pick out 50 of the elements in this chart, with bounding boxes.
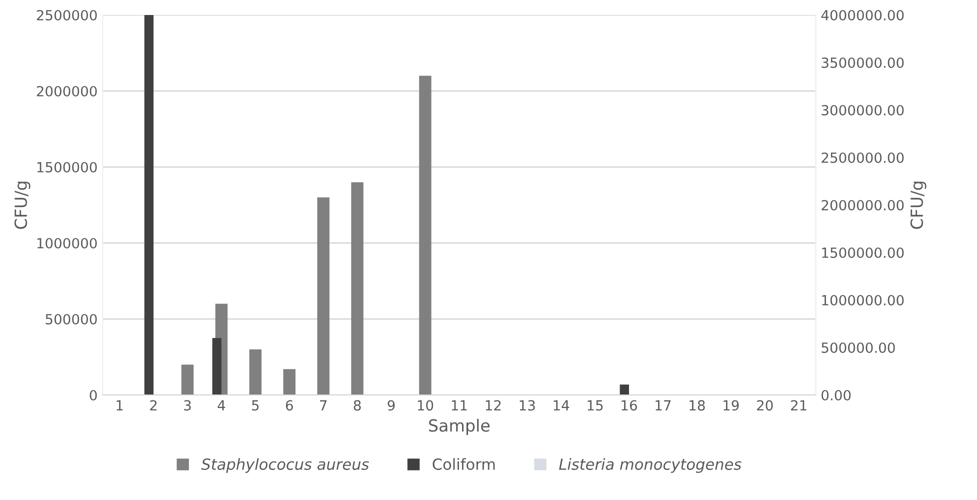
bar [181, 364, 194, 395]
x-tick-label: 11 [452, 400, 467, 410]
legend-label: Coliform [432, 458, 495, 470]
bar [144, 15, 154, 395]
y-tick-label: 2000000 [36, 86, 97, 96]
y2-tick-label: 1500000.00 [822, 247, 904, 258]
x-tick-label: 18 [690, 400, 705, 411]
y2-tick-label: 0.00 [822, 390, 851, 400]
x-tick-label: 2 [150, 400, 157, 410]
x-tick-label: 14 [554, 400, 570, 410]
x-tick-label: 10 [418, 400, 434, 411]
x-tick-label: 8 [354, 400, 361, 411]
y2-tick-label: 500000.00 [822, 342, 895, 353]
x-tick-label: 15 [588, 400, 603, 411]
x-tick-label: 20 [757, 400, 773, 411]
y-tick-label: 2500000 [36, 10, 97, 20]
x-tick-label: 9 [388, 400, 395, 411]
bar [620, 384, 629, 395]
bar [317, 197, 330, 395]
x-tick-label: 6 [286, 400, 293, 411]
y-tick-label: 1500000 [37, 162, 97, 172]
legend-label: Staphylococus aureus [201, 458, 369, 473]
x-tick-label: 12 [486, 400, 501, 410]
x-tick-label: 17 [656, 400, 671, 410]
y-tick-label: 1000000 [37, 238, 97, 248]
x-tick-label: 13 [520, 400, 535, 411]
y-axis-title: CFU/g [14, 182, 30, 229]
x-tick-label: 3 [184, 400, 191, 411]
y-tick-label: 0 [90, 390, 97, 400]
bar [351, 182, 364, 395]
y-tick-label: 500000 [46, 314, 97, 324]
x-tick-label: 21 [790, 400, 806, 410]
y2-tick-label: 2000000.00 [822, 200, 904, 210]
x-tick-label: 19 [724, 400, 739, 411]
y2-tick-label: 1000000.00 [822, 294, 904, 306]
y2-tick-label: 2500000.00 [822, 152, 904, 163]
y2-tick-label: 3000000.00 [822, 104, 904, 116]
x-tick-label: 16 [622, 400, 637, 411]
x-tick-label: 4 [218, 400, 226, 410]
legend-label: Listeria monocytogenes [559, 458, 742, 473]
bar [419, 76, 432, 395]
x-tick-label: 1 [116, 400, 123, 410]
y2-tick-label: 3500000.00 [822, 57, 904, 68]
x-tick-label: 7 [320, 400, 327, 410]
x-tick-label: 5 [252, 400, 259, 411]
y2-axis-title: CFU/g [910, 182, 926, 229]
y2-tick-label: 4000000.00 [821, 10, 904, 20]
bar [283, 369, 296, 395]
bar [249, 349, 262, 395]
x-axis-title: Sample [429, 418, 490, 435]
